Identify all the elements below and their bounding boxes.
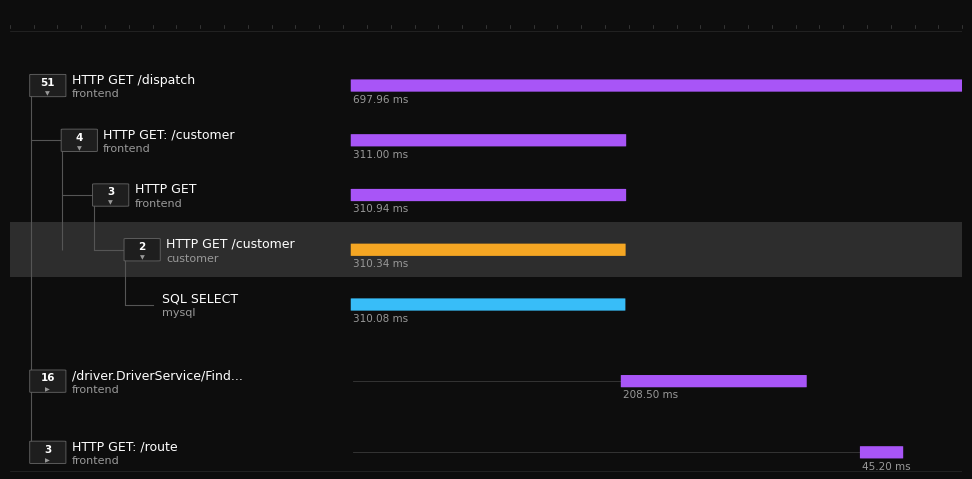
Text: HTTP GET: /route: HTTP GET: /route: [72, 440, 177, 453]
Text: 310.34 ms: 310.34 ms: [353, 259, 408, 269]
Text: 310.94 ms: 310.94 ms: [353, 205, 408, 214]
Text: 3: 3: [44, 445, 52, 455]
FancyBboxPatch shape: [351, 80, 964, 91]
FancyBboxPatch shape: [30, 441, 66, 464]
Text: 51: 51: [41, 78, 55, 88]
Text: HTTP GET /customer: HTTP GET /customer: [166, 238, 295, 251]
Text: 3: 3: [107, 187, 115, 197]
Text: /driver.DriverService/Find...: /driver.DriverService/Find...: [72, 369, 242, 382]
FancyBboxPatch shape: [61, 129, 97, 151]
Text: ▼: ▼: [77, 146, 82, 151]
Text: 4: 4: [76, 133, 83, 143]
Text: HTTP GET: HTTP GET: [134, 183, 196, 196]
Text: ▶: ▶: [46, 458, 51, 463]
FancyBboxPatch shape: [351, 134, 626, 147]
Text: ▶: ▶: [46, 387, 51, 392]
FancyBboxPatch shape: [860, 446, 903, 458]
FancyBboxPatch shape: [92, 184, 128, 206]
FancyBboxPatch shape: [351, 244, 626, 256]
Text: HTTP GET: /customer: HTTP GET: /customer: [103, 128, 234, 141]
Text: 310.08 ms: 310.08 ms: [353, 314, 408, 324]
Bar: [10, 222, 962, 277]
Text: ▼: ▼: [140, 255, 145, 261]
Text: 2: 2: [138, 242, 146, 252]
FancyBboxPatch shape: [30, 74, 66, 97]
FancyBboxPatch shape: [351, 298, 625, 311]
FancyBboxPatch shape: [124, 239, 160, 261]
Text: customer: customer: [166, 253, 219, 263]
Text: HTTP GET /dispatch: HTTP GET /dispatch: [72, 74, 194, 87]
Text: 311.00 ms: 311.00 ms: [353, 149, 408, 160]
Text: ▼: ▼: [108, 201, 113, 206]
Text: frontend: frontend: [72, 456, 120, 466]
Text: 45.20 ms: 45.20 ms: [862, 462, 911, 472]
Text: 697.96 ms: 697.96 ms: [353, 95, 408, 105]
FancyBboxPatch shape: [621, 375, 807, 388]
FancyBboxPatch shape: [30, 370, 66, 392]
FancyBboxPatch shape: [351, 189, 626, 201]
Text: frontend: frontend: [134, 199, 183, 209]
Text: SQL SELECT: SQL SELECT: [162, 293, 238, 306]
Text: mysql: mysql: [162, 308, 195, 318]
Text: frontend: frontend: [72, 385, 120, 395]
Text: 16: 16: [41, 374, 55, 383]
Text: ▼: ▼: [46, 91, 51, 96]
Text: 208.50 ms: 208.50 ms: [623, 390, 677, 400]
Text: frontend: frontend: [103, 144, 151, 154]
Text: frontend: frontend: [72, 89, 120, 99]
